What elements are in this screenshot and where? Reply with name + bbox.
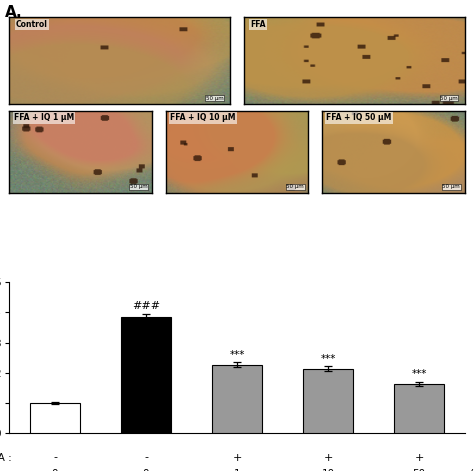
Text: (μM): (μM) [469, 469, 474, 471]
Text: A.: A. [5, 5, 23, 20]
Text: IQ :: IQ : [0, 469, 5, 471]
Text: +: + [232, 453, 242, 463]
Text: 50: 50 [412, 469, 426, 471]
Bar [121, 317, 171, 433]
Text: 10: 10 [321, 469, 335, 471]
Text: ###: ### [132, 301, 160, 311]
Text: 0: 0 [52, 469, 58, 471]
Text: +: + [323, 453, 333, 463]
Bar [394, 384, 444, 433]
Bar [303, 369, 353, 433]
Text: FFA :: FFA : [0, 453, 11, 463]
Text: ***: *** [411, 369, 427, 380]
Text: 0: 0 [143, 469, 149, 471]
Text: +: + [414, 453, 424, 463]
Text: 1: 1 [234, 469, 240, 471]
Text: ***: *** [320, 354, 336, 364]
Text: -: - [144, 453, 148, 463]
Bar [212, 365, 262, 433]
Bar [30, 403, 80, 433]
Text: ***: *** [229, 349, 245, 359]
Text: -: - [53, 453, 57, 463]
